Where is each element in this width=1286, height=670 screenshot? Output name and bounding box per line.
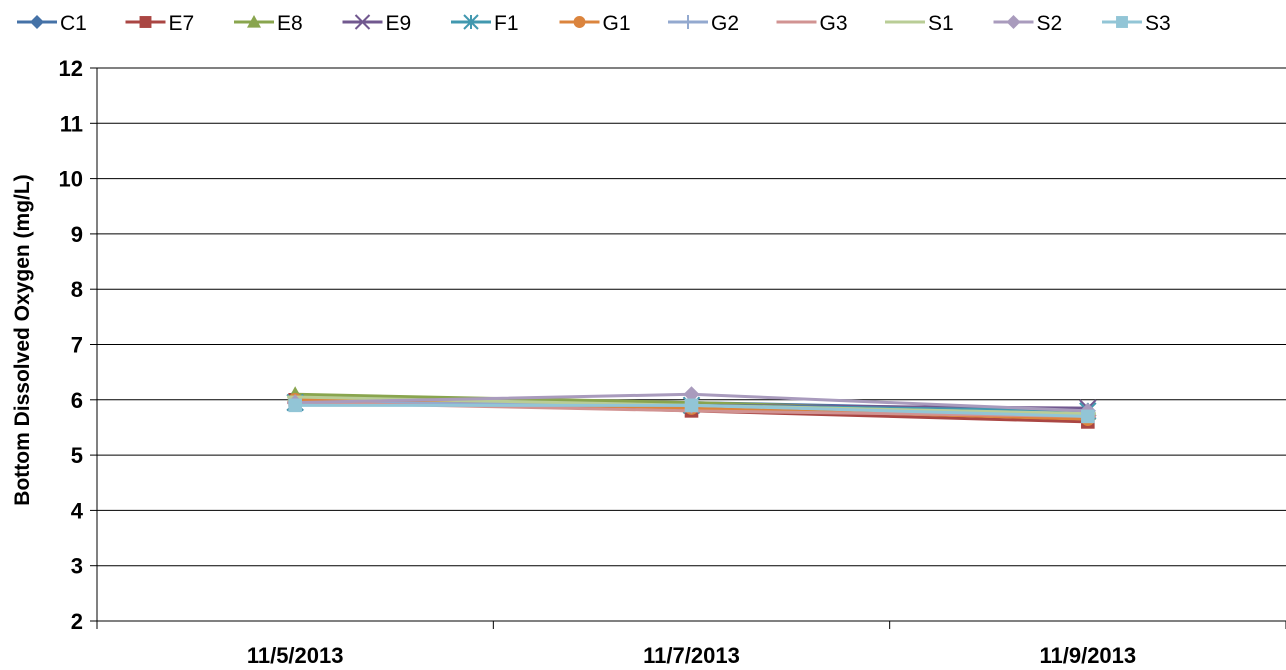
legend-label: S3 <box>1145 12 1171 35</box>
data-point <box>1081 409 1095 424</box>
legend-label: F1 <box>494 12 519 35</box>
data-point <box>684 398 699 413</box>
legend-label: G2 <box>711 12 739 35</box>
legend-marker <box>30 15 44 29</box>
legend-label: S1 <box>928 12 954 35</box>
legend-label: C1 <box>60 12 87 35</box>
x-tick-label: 11/7/2013 <box>643 643 740 668</box>
y-tick-label: 12 <box>59 56 83 81</box>
legend-item-g1: G1 <box>559 12 631 35</box>
y-axis-ticks: 2 3 4 5 6 7 8 9 10 11 12 <box>59 56 84 634</box>
y-tick-label: 9 <box>71 222 83 247</box>
legend-label: G1 <box>603 12 631 35</box>
axes <box>90 67 1286 629</box>
y-tick-label: 4 <box>71 498 84 523</box>
series-layer <box>286 386 1097 429</box>
legend-marker <box>1116 16 1128 28</box>
y-tick-label: 3 <box>71 554 83 579</box>
legend-marker <box>354 14 371 30</box>
x-axis-ticks: 11/5/2013 11/7/2013 11/9/2013 <box>247 643 1136 668</box>
legend-marker <box>139 16 152 28</box>
y-tick-label: 10 <box>59 167 83 192</box>
legend-item-s1: S1 <box>885 12 954 35</box>
legend-item-e8: E8 <box>234 12 303 35</box>
y-tick-label: 11 <box>60 111 83 136</box>
legend-item-f1: F1 <box>451 12 519 35</box>
series-s3 <box>288 398 1095 424</box>
legend-label: E7 <box>169 12 195 35</box>
legend-item-s3: S3 <box>1102 12 1171 35</box>
y-tick-label: 7 <box>71 333 83 358</box>
legend-item-e7: E7 <box>125 12 195 35</box>
legend-label: E8 <box>277 12 303 35</box>
legend-marker <box>463 14 479 30</box>
y-tick-label: 6 <box>71 388 83 413</box>
legend-item-g2: G2 <box>668 12 739 35</box>
legend-item-c1: C1 <box>17 12 87 35</box>
legend-marker <box>681 15 695 29</box>
legend: C1 E7 E8 E9 F1 G1 G2 G3 S1 S2 S3 <box>17 12 1171 35</box>
legend-item-g3: G3 <box>776 12 848 35</box>
legend-label: G3 <box>820 12 848 35</box>
legend-label: E9 <box>386 12 412 35</box>
legend-marker <box>247 15 261 28</box>
legend-marker <box>1006 15 1021 29</box>
legend-item-e9: E9 <box>342 12 412 35</box>
gridlines <box>97 67 1286 567</box>
legend-item-s2: S2 <box>993 12 1063 35</box>
legend-marker <box>573 16 586 28</box>
y-tick-label: 5 <box>71 443 83 468</box>
y-tick-label: 8 <box>71 277 83 302</box>
data-point <box>288 398 302 413</box>
y-tick-label: 2 <box>71 609 83 634</box>
data-point <box>683 386 700 403</box>
x-tick-label: 11/5/2013 <box>247 643 344 668</box>
x-tick-label: 11/9/2013 <box>1039 643 1136 668</box>
y-axis-title: Bottom Dissolved Oxygen (mg/L) <box>11 174 34 505</box>
legend-label: S2 <box>1037 12 1063 35</box>
